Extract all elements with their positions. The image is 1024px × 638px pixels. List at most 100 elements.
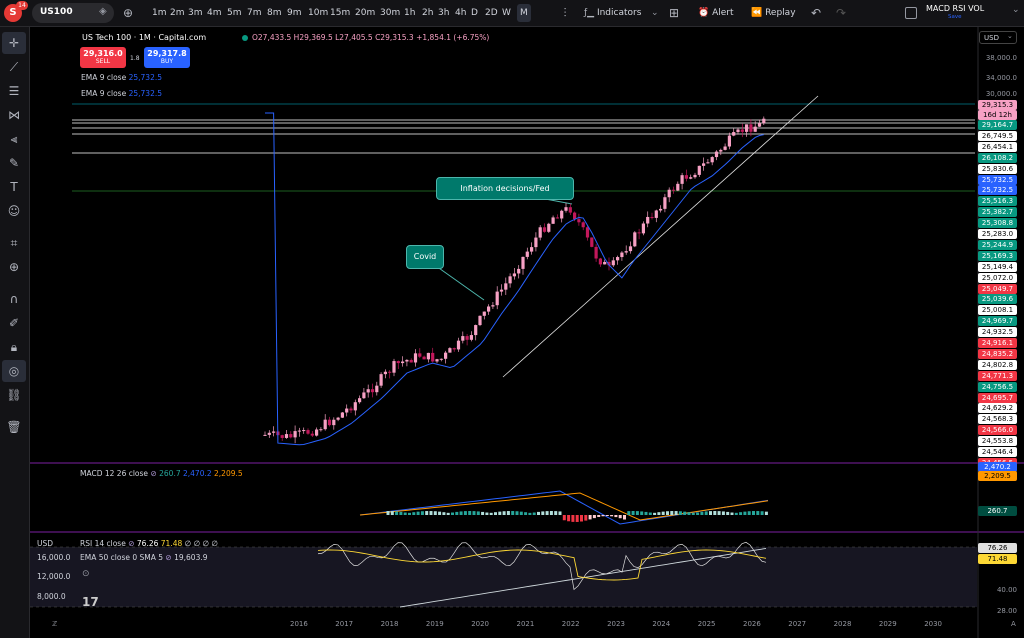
timeframe-3m[interactable]: 3m bbox=[188, 8, 203, 18]
price-level-label: 25,008.1 bbox=[978, 305, 1017, 316]
timeframe-4m[interactable]: 4m bbox=[207, 8, 222, 18]
inflation-callout[interactable]: Inflation decisions/Fed bbox=[436, 177, 574, 200]
undo-icon[interactable]: ↶ bbox=[810, 6, 822, 20]
candle-body bbox=[530, 247, 534, 252]
projection-icon[interactable]: ⫷ bbox=[10, 131, 18, 146]
timeframe-5m[interactable]: 5m bbox=[227, 8, 242, 18]
timeframe-M[interactable]: M bbox=[517, 4, 531, 22]
macd-hist-bar bbox=[734, 512, 738, 515]
lock-drawing-icon[interactable]: ✐ bbox=[8, 316, 20, 330]
magnet-icon[interactable]: ∩ bbox=[9, 292, 19, 306]
layout-chevron-icon[interactable]: ⌄ bbox=[1012, 5, 1020, 15]
indicators-icon: ƒ▁ bbox=[584, 8, 597, 18]
fib-icon[interactable]: ☰ bbox=[8, 84, 20, 98]
ema-legend-2[interactable]: EMA 9 close 25,732.5 bbox=[81, 89, 162, 98]
buy-button[interactable]: 29,317.8 BUY bbox=[144, 47, 190, 68]
rsi-currency[interactable]: USD bbox=[37, 539, 54, 548]
ema50-settings-icon[interactable]: ⊘ bbox=[165, 553, 172, 562]
ruler-icon[interactable]: ⌗ bbox=[10, 235, 18, 250]
candle-body bbox=[388, 371, 392, 373]
candle-body bbox=[581, 222, 585, 228]
timeframe-10m[interactable]: 10m bbox=[308, 8, 329, 18]
brush-icon[interactable]: ✎ bbox=[8, 156, 20, 170]
candle-body bbox=[714, 151, 719, 158]
layout-grid-icon[interactable]: ⊞ bbox=[668, 6, 680, 20]
ema50-legend[interactable]: EMA 50 close 0 SMA 5 ⊘ 19,603.9 bbox=[80, 553, 208, 562]
macd-hist-bar bbox=[601, 515, 605, 517]
layout-name[interactable]: MACD RSI VOL bbox=[926, 4, 985, 13]
timeframe-15m[interactable]: 15m bbox=[330, 8, 351, 18]
candle-body bbox=[306, 430, 310, 434]
timeframe-4h[interactable]: 4h bbox=[455, 8, 467, 18]
text-icon[interactable]: T bbox=[10, 180, 18, 194]
timeframe-7m[interactable]: 7m bbox=[247, 8, 262, 18]
timeframe-3h[interactable]: 3h bbox=[438, 8, 450, 18]
macd-signal-line bbox=[359, 492, 769, 521]
macd-hist-bar bbox=[433, 511, 437, 515]
candle-body bbox=[508, 276, 512, 284]
trash-icon[interactable]: 🗑︎ bbox=[6, 420, 22, 434]
goto-date-icon[interactable]: ℤ bbox=[52, 620, 58, 628]
price-level-label: 29,164.7 bbox=[978, 120, 1017, 130]
timeframe-2h[interactable]: 2h bbox=[422, 8, 434, 18]
lock-icon[interactable]: 🔒︎ bbox=[10, 339, 18, 354]
macd-settings-icon[interactable]: ⊘ bbox=[150, 469, 157, 478]
hide-icon[interactable]: ◎ bbox=[2, 360, 26, 382]
year-tick: 2026 bbox=[743, 620, 761, 628]
candle-body bbox=[633, 232, 637, 247]
timeframe-2D[interactable]: 2D bbox=[485, 8, 498, 18]
link-icon[interactable]: ⛓ bbox=[6, 388, 22, 402]
macd-hist-bar bbox=[442, 512, 446, 515]
currency-selector[interactable]: USD bbox=[979, 31, 1017, 44]
timeframe-1m[interactable]: 1m bbox=[152, 8, 167, 18]
rsi-settings-icon[interactable]: ⊘ bbox=[128, 539, 135, 548]
add-symbol-icon[interactable]: ⊕ bbox=[122, 6, 134, 20]
candle-body bbox=[762, 118, 766, 124]
symbol-search[interactable]: US100 ◈ bbox=[32, 3, 114, 23]
candle-body bbox=[568, 207, 572, 213]
layout-save-status: Save bbox=[948, 14, 962, 20]
candle-body bbox=[465, 336, 469, 340]
year-tick: 2025 bbox=[697, 620, 716, 628]
rsi-legend[interactable]: RSI 14 close ⊘ 76.26 71.48 ∅ ∅ ∅ ∅ bbox=[80, 539, 218, 548]
macd-hist-bar bbox=[683, 511, 687, 515]
timeframe-2m[interactable]: 2m bbox=[170, 8, 185, 18]
indicators-button[interactable]: ƒ▁ Indicators bbox=[584, 4, 641, 22]
alert-button[interactable]: ⏰ Alert bbox=[698, 4, 734, 22]
timeframe-20m[interactable]: 20m bbox=[355, 8, 376, 18]
emoji-icon[interactable]: ☺ bbox=[7, 204, 21, 218]
macd-hist-bar bbox=[717, 511, 721, 515]
sell-button[interactable]: 29,316.0 SELL bbox=[80, 47, 126, 68]
candle-body bbox=[585, 227, 590, 238]
timeframe-D[interactable]: D bbox=[471, 8, 478, 18]
chart-type-icon[interactable]: ⫶ bbox=[563, 5, 567, 20]
pattern-icon[interactable]: ⋈ bbox=[8, 108, 20, 122]
macd-hist-bar bbox=[747, 511, 751, 515]
macd-legend[interactable]: MACD 12 26 close ⊘ 260.7 2,470.2 2,209.5 bbox=[80, 469, 243, 478]
expand-icon[interactable]: ⊙ bbox=[82, 569, 90, 579]
timeframe-30m[interactable]: 30m bbox=[380, 8, 401, 18]
rsi-axis: 76.26 bbox=[978, 543, 1017, 553]
top-toolbar: S 14 US100 ◈ ⊕ 1m 2m 3m 4m 5m 7m 8m 9m 10m 15m 20m… bbox=[0, 0, 1024, 27]
macd-hist-bar bbox=[739, 512, 743, 515]
layout-checkbox[interactable] bbox=[905, 7, 917, 19]
trendline-icon[interactable]: ⟋ bbox=[9, 59, 19, 74]
timeframe-1h[interactable]: 1h bbox=[404, 8, 416, 18]
ema-legend-1[interactable]: EMA 9 close 25,732.5 bbox=[81, 73, 162, 82]
timeframe-W[interactable]: W bbox=[502, 8, 511, 18]
zoom-icon[interactable]: ⊕ bbox=[8, 260, 20, 274]
chart-canvas[interactable] bbox=[30, 27, 1024, 638]
redo-icon[interactable]: ↷ bbox=[835, 6, 847, 20]
macd-hist-bar bbox=[674, 511, 678, 515]
indicators-chevron-icon[interactable]: ⌄ bbox=[651, 8, 659, 18]
covid-callout[interactable]: Covid bbox=[406, 245, 444, 269]
candle-body bbox=[315, 429, 319, 436]
timeframe-9m[interactable]: 9m bbox=[287, 8, 302, 18]
symbol-info-icon[interactable]: ◈ bbox=[99, 6, 107, 17]
replay-button[interactable]: ⏪ Replay bbox=[751, 4, 796, 22]
auto-scale-icon[interactable]: A bbox=[1011, 620, 1016, 628]
timeframe-8m[interactable]: 8m bbox=[267, 8, 282, 18]
crosshair-icon[interactable]: ✛ bbox=[2, 32, 26, 54]
currency-chevron-icon[interactable]: ⌄ bbox=[1007, 32, 1013, 40]
price-level-label: 24,553.8 bbox=[978, 436, 1017, 447]
